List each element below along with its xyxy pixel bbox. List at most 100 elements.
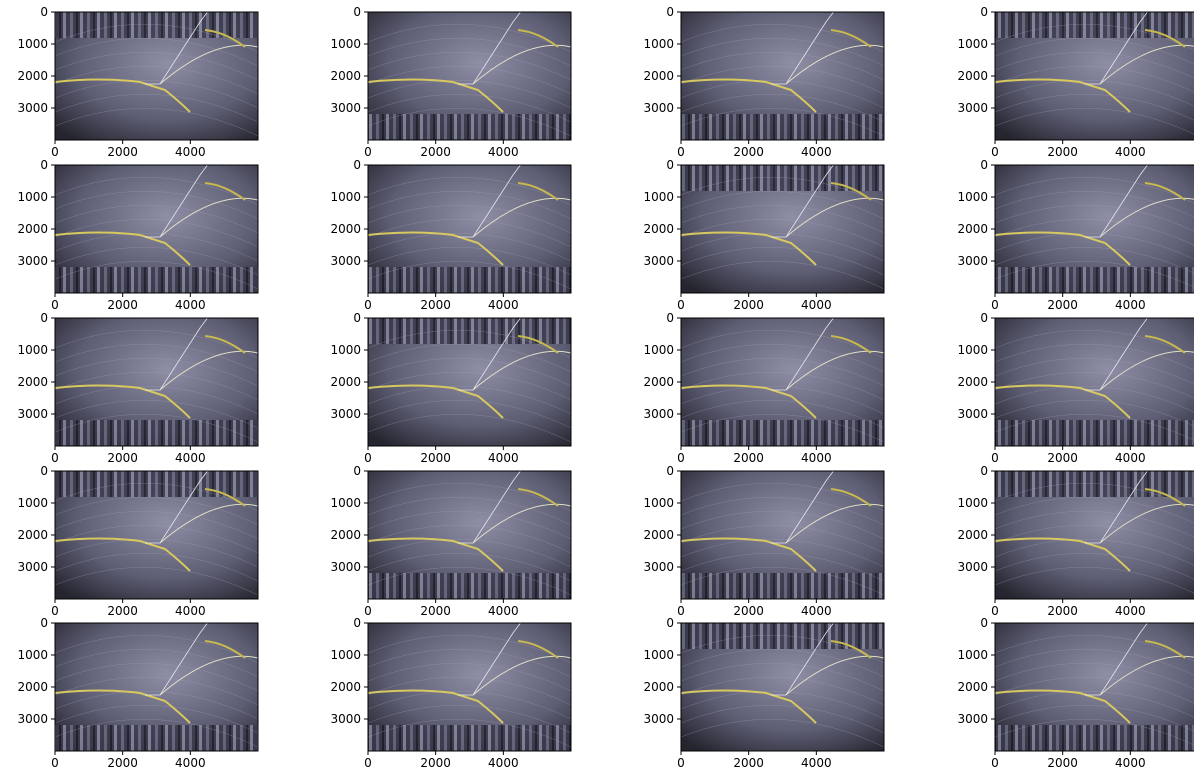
image — [55, 155, 258, 293]
x-tick-label: 4000 — [175, 604, 206, 618]
x-tick-label: 4000 — [1115, 451, 1146, 465]
y-tick-label: 0 — [980, 464, 988, 478]
y-tick-label: 2000 — [17, 680, 48, 694]
x-tick-label: 0 — [364, 451, 372, 465]
image — [681, 461, 884, 599]
image-band — [55, 471, 258, 497]
x-tick-label: 2000 — [1047, 604, 1078, 618]
x-tick-label: 0 — [364, 604, 372, 618]
subplot: 0200040000100020003000 — [330, 155, 571, 312]
subplot: 0200040000100020003000 — [643, 613, 884, 770]
x-tick-label: 0 — [677, 604, 685, 618]
y-tick-label: 0 — [980, 158, 988, 172]
subplot: 0200040000100020003000 — [957, 155, 1194, 312]
y-tick-label: 3000 — [643, 407, 674, 421]
y-tick-label: 2000 — [17, 222, 48, 236]
subplot: 0200040000100020003000 — [17, 461, 258, 618]
y-tick-label: 0 — [666, 311, 674, 325]
image — [368, 461, 571, 599]
y-tick-label: 2000 — [643, 528, 674, 542]
x-tick-label: 0 — [364, 145, 372, 159]
x-tick-label: 2000 — [1047, 451, 1078, 465]
y-tick-label: 3000 — [643, 560, 674, 574]
x-tick-label: 0 — [51, 604, 59, 618]
y-tick-label: 2000 — [17, 69, 48, 83]
y-tick-label: 3000 — [17, 254, 48, 268]
image-band — [995, 267, 1194, 293]
y-tick-label: 3000 — [330, 560, 361, 574]
image-band — [55, 725, 258, 751]
y-tick-label: 1000 — [17, 496, 48, 510]
x-tick-label: 2000 — [107, 145, 138, 159]
y-tick-label: 3000 — [957, 712, 988, 726]
x-tick-label: 0 — [991, 756, 999, 770]
image — [368, 308, 571, 446]
y-tick-label: 2000 — [643, 680, 674, 694]
image-band — [681, 114, 884, 140]
x-tick-label: 2000 — [1047, 145, 1078, 159]
x-tick-label: 2000 — [733, 604, 764, 618]
y-tick-label: 2000 — [330, 69, 361, 83]
y-tick-label: 0 — [353, 158, 361, 172]
x-tick-label: 4000 — [488, 298, 519, 312]
y-tick-label: 0 — [40, 311, 48, 325]
image — [55, 2, 258, 140]
x-tick-label: 0 — [677, 756, 685, 770]
x-tick-label: 2000 — [733, 756, 764, 770]
subplot: 0200040000100020003000 — [643, 308, 884, 465]
y-tick-label: 3000 — [957, 560, 988, 574]
x-tick-label: 0 — [677, 145, 685, 159]
y-tick-label: 3000 — [957, 101, 988, 115]
subplot: 0200040000100020003000 — [957, 2, 1194, 159]
subplot: 0200040000100020003000 — [330, 2, 571, 159]
image — [995, 308, 1194, 446]
y-tick-label: 0 — [666, 158, 674, 172]
y-tick-label: 1000 — [17, 343, 48, 357]
y-tick-label: 0 — [666, 616, 674, 630]
x-tick-label: 4000 — [1115, 604, 1146, 618]
image-band — [681, 165, 884, 191]
subplot: 0200040000100020003000 — [17, 2, 258, 159]
subplot: 0200040000100020003000 — [643, 2, 884, 159]
y-tick-label: 3000 — [643, 712, 674, 726]
image — [681, 155, 884, 293]
x-tick-label: 0 — [364, 756, 372, 770]
image — [55, 461, 258, 599]
subplot: 0200040000100020003000 — [17, 613, 258, 770]
x-tick-label: 4000 — [488, 451, 519, 465]
y-tick-label: 3000 — [643, 254, 674, 268]
y-tick-label: 3000 — [330, 101, 361, 115]
y-tick-label: 1000 — [643, 343, 674, 357]
y-tick-label: 1000 — [643, 37, 674, 51]
image-band — [995, 725, 1194, 751]
y-tick-label: 1000 — [957, 648, 988, 662]
image-band — [368, 267, 571, 293]
y-tick-label: 0 — [980, 616, 988, 630]
y-tick-label: 1000 — [17, 37, 48, 51]
y-tick-label: 2000 — [643, 375, 674, 389]
x-tick-label: 2000 — [420, 145, 451, 159]
y-tick-label: 0 — [40, 616, 48, 630]
y-tick-label: 1000 — [643, 648, 674, 662]
x-tick-label: 4000 — [175, 756, 206, 770]
y-tick-label: 0 — [40, 5, 48, 19]
y-tick-label: 2000 — [957, 375, 988, 389]
x-tick-label: 0 — [991, 145, 999, 159]
x-tick-label: 0 — [51, 298, 59, 312]
x-tick-label: 2000 — [733, 145, 764, 159]
y-tick-label: 1000 — [17, 648, 48, 662]
image — [368, 613, 571, 751]
y-tick-label: 2000 — [643, 69, 674, 83]
y-tick-label: 0 — [980, 311, 988, 325]
y-tick-label: 0 — [353, 616, 361, 630]
image — [368, 155, 571, 293]
x-tick-label: 4000 — [1115, 756, 1146, 770]
x-tick-label: 4000 — [175, 451, 206, 465]
y-tick-label: 1000 — [643, 190, 674, 204]
image-band — [55, 420, 258, 446]
y-tick-label: 3000 — [330, 254, 361, 268]
y-tick-label: 0 — [40, 158, 48, 172]
image-band — [368, 725, 571, 751]
